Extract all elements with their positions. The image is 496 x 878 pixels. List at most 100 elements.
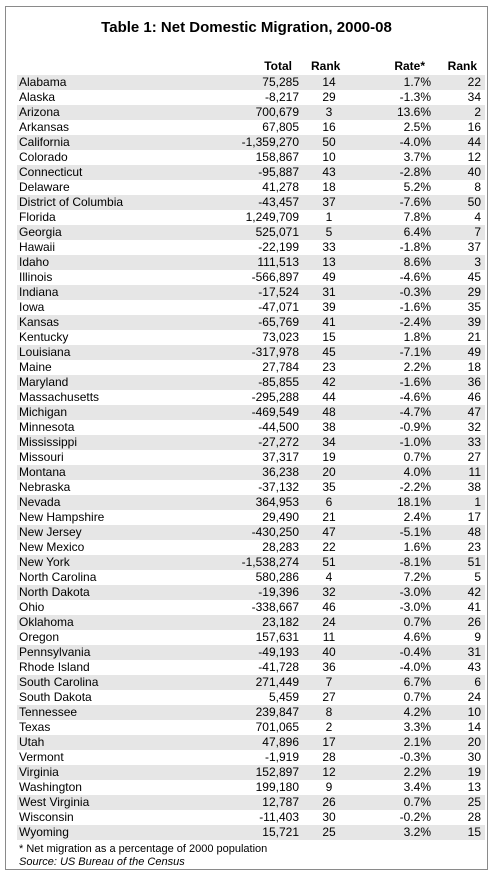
rate-rank-cell: 30 [467,750,481,764]
total-cell: 37,317 [262,450,299,464]
total-cell: 580,286 [255,570,299,584]
total-cell: 75,285 [262,75,299,89]
rate-rank-cell: 10 [467,705,481,719]
state-cell: Nevada [19,495,61,509]
rate-cell: -2.4% [399,315,431,329]
rate-cell: -3.0% [399,600,431,614]
table-row: Iowa -47,071 39 -1.6% 35 [17,300,485,315]
state-cell: Massachusetts [19,390,100,404]
rate-rank-cell: 22 [467,75,481,89]
table-header: Total Rank Rate* Rank [6,59,487,75]
rate-cell: -0.2% [399,810,431,824]
rate-rank-cell: 19 [467,765,481,779]
table-panel: Table 1: Net Domestic Migration, 2000-08… [5,6,488,870]
rate-rank-cell: 40 [467,165,481,179]
rate-cell: -0.3% [399,285,431,299]
total-rank-cell: 37 [322,195,336,209]
rate-cell: 4.2% [403,705,431,719]
rate-cell: -1.3% [399,90,431,104]
table-row: Hawaii -22,199 33 -1.8% 37 [17,240,485,255]
rate-rank-cell: 9 [474,630,481,644]
state-cell: South Carolina [19,675,99,689]
table-row: California -1,359,270 50 -4.0% 44 [17,135,485,150]
rate-cell: 18.1% [396,495,431,509]
table-row: Alaska -8,217 29 -1.3% 34 [17,90,485,105]
rate-rank-cell: 31 [467,645,481,659]
rate-cell: -4.6% [399,270,431,284]
rate-cell: 0.7% [403,615,431,629]
rate-cell: -1.0% [399,435,431,449]
state-cell: Idaho [19,255,50,269]
rate-cell: -1.8% [399,240,431,254]
table-title: Table 1: Net Domestic Migration, 2000-08 [101,19,392,36]
total-rank-cell: 30 [322,810,336,824]
rate-rank-cell: 24 [467,690,481,704]
total-rank-cell: 31 [322,285,336,299]
table-row: Alabama 75,285 14 1.7% 22 [17,75,485,90]
total-rank-cell: 36 [322,660,336,674]
table-row: Montana 36,238 20 4.0% 11 [17,465,485,480]
total-cell: -95,887 [258,165,299,179]
rate-rank-cell: 11 [468,465,481,479]
table-row: South Dakota 5,459 27 0.7% 24 [17,690,485,705]
total-cell: 199,180 [255,780,299,794]
total-cell: 5,459 [268,690,299,704]
rate-rank-cell: 16 [467,120,481,134]
rate-cell: -5.1% [399,525,431,539]
rate-cell: -0.3% [399,750,431,764]
state-cell: Illinois [19,270,53,284]
rate-cell: 2.2% [403,765,431,779]
table-row: Maryland -85,855 42 -1.6% 36 [17,375,485,390]
rate-rank-cell: 14 [467,720,481,734]
table-row: Texas 701,065 2 3.3% 14 [17,720,485,735]
rate-rank-cell: 32 [467,420,481,434]
total-rank-cell: 21 [322,510,336,524]
total-rank-cell: 27 [322,690,336,704]
total-rank-cell: 14 [322,75,336,89]
rate-rank-cell: 20 [467,735,481,749]
table-row: Missouri 37,317 19 0.7% 27 [17,450,485,465]
total-rank-cell: 6 [325,495,333,509]
rate-rank-cell: 12 [467,150,481,164]
table-row: Kansas -65,769 41 -2.4% 39 [17,315,485,330]
state-cell: Nebraska [19,480,71,494]
rate-rank-cell: 36 [467,375,481,389]
total-cell: -47,071 [258,300,299,314]
state-cell: Vermont [19,750,64,764]
table-row: Idaho 111,513 13 8.6% 3 [17,255,485,270]
rate-cell: 6.4% [403,225,431,239]
table-row: Oregon 157,631 11 4.6% 9 [17,630,485,645]
total-rank-cell: 32 [322,585,336,599]
rate-cell: 4.0% [403,465,431,479]
rate-cell: -4.0% [399,135,431,149]
table-row: North Dakota -19,396 32 -3.0% 42 [17,585,485,600]
rate-rank-cell: 6 [474,675,481,689]
state-cell: Tennessee [19,705,78,719]
rate-rank-cell: 51 [467,555,481,569]
total-cell: 271,449 [255,675,299,689]
header-rank-total: Rank [311,59,341,73]
total-cell: 28,283 [262,540,299,554]
total-cell: 41,278 [262,180,299,194]
total-rank-cell: 44 [322,390,336,404]
table-row: Delaware 41,278 18 5.2% 8 [17,180,485,195]
table-row: Pennsylvania -49,193 40 -0.4% 31 [17,645,485,660]
table-row: New Mexico 28,283 22 1.6% 23 [17,540,485,555]
total-rank-cell: 51 [322,555,336,569]
state-cell: Maryland [19,375,69,389]
table-row: Arkansas 67,805 16 2.5% 16 [17,120,485,135]
rate-rank-cell: 17 [467,510,481,524]
rate-cell: -0.9% [399,420,431,434]
rate-rank-cell: 39 [467,315,481,329]
total-rank-cell: 4 [325,570,333,584]
total-cell: 364,953 [255,495,299,509]
table-row: North Carolina 580,286 4 7.2% 5 [17,570,485,585]
rate-rank-cell: 23 [467,540,481,554]
state-cell: Oklahoma [19,615,74,629]
total-rank-cell: 23 [322,360,336,374]
total-cell: 23,182 [262,615,299,629]
total-rank-cell: 29 [322,90,336,104]
total-cell: 701,065 [255,720,299,734]
state-cell: New Hampshire [19,510,105,524]
state-cell: North Carolina [19,570,97,584]
